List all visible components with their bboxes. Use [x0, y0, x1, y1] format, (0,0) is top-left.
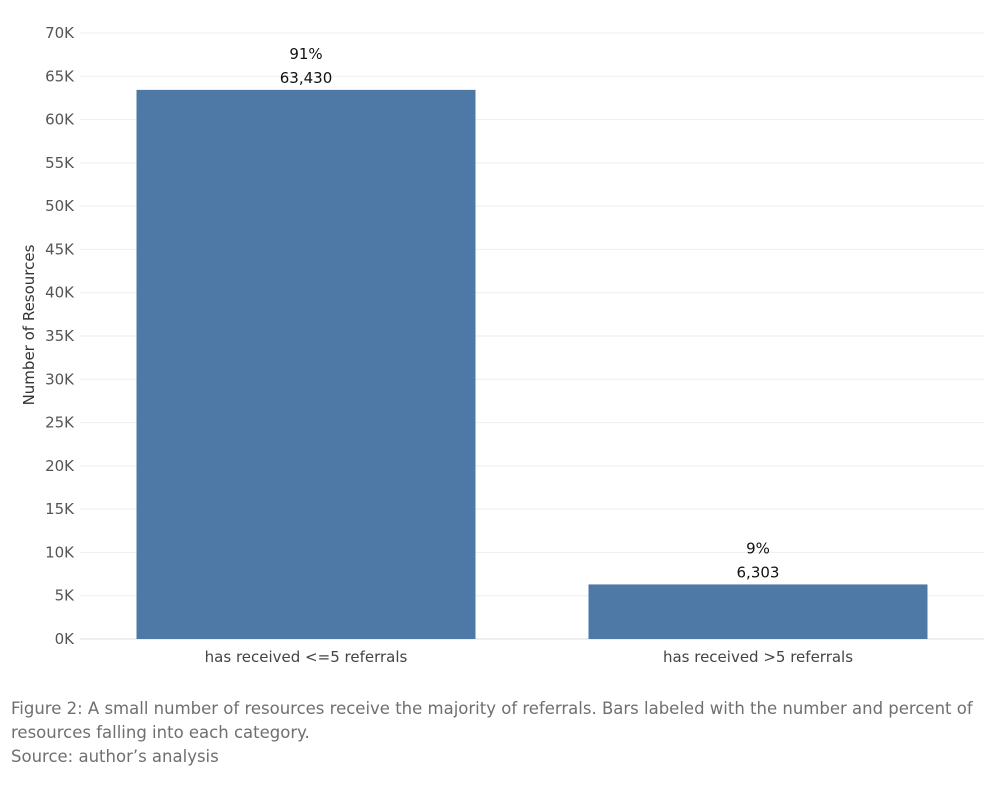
y-tick-label: 10K [45, 543, 75, 561]
y-tick-label: 70K [45, 24, 75, 42]
y-tick-label: 15K [45, 500, 75, 518]
y-tick-label: 40K [45, 284, 75, 302]
y-tick-label: 5K [55, 587, 76, 605]
y-tick-label: 35K [45, 327, 75, 345]
y-tick-label: 45K [45, 240, 75, 258]
percent-label: 9% [746, 539, 770, 557]
percent-label: 91% [289, 45, 322, 63]
x-tick-label: has received <=5 referrals [205, 648, 408, 666]
data-labels: 91% 63,430 9% 6,303 [280, 45, 780, 582]
y-tick-label: 0K [55, 630, 76, 648]
caption-source: Source: author’s analysis [11, 747, 219, 766]
caption-text: Figure 2: A small number of resources re… [11, 699, 973, 742]
bar-chart: 0K 5K 10K 15K 20K 25K 30K 35K 40K 45K 50K 55K 60K 65K… [20, 24, 984, 666]
value-label: 63,430 [280, 69, 333, 87]
x-axis-ticks: has received <=5 referrals has received >… [205, 648, 854, 666]
y-tick-label: 25K [45, 414, 75, 432]
y-tick-label: 65K [45, 67, 75, 85]
figure-caption: Figure 2: A small number of resources re… [11, 697, 986, 769]
y-tick-label: 50K [45, 197, 75, 215]
y-axis-title: Number of Resources [20, 244, 38, 405]
y-tick-label: 20K [45, 457, 75, 475]
bar [136, 89, 476, 639]
value-label: 6,303 [737, 563, 780, 581]
bar [588, 584, 928, 639]
bars [136, 89, 928, 639]
y-axis-ticks: 0K 5K 10K 15K 20K 25K 30K 35K 40K 45K 50K 55K 60K 65K… [45, 24, 75, 648]
x-tick-label: has received >5 referrals [663, 648, 853, 666]
y-tick-label: 60K [45, 111, 75, 129]
y-tick-label: 55K [45, 154, 75, 172]
chart-svg: 0K 5K 10K 15K 20K 25K 30K 35K 40K 45K 50K 55K 60K 65K… [20, 24, 984, 666]
y-tick-label: 30K [45, 370, 75, 388]
